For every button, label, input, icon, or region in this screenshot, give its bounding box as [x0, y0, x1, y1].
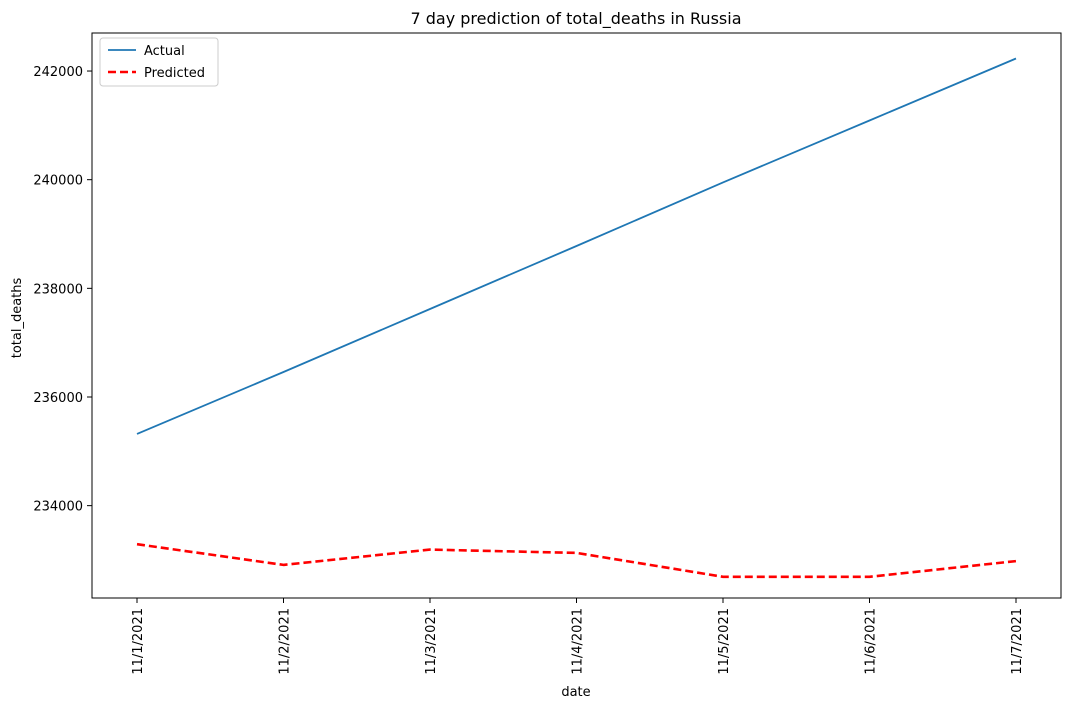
y-tick-label: 238000 — [33, 282, 83, 297]
x-tick-label: 11/4/2021 — [571, 608, 586, 675]
x-axis-label: date — [561, 685, 590, 700]
legend-label-predicted: Predicted — [144, 66, 205, 81]
y-tick-label: 234000 — [33, 500, 83, 515]
plot-area — [137, 59, 1016, 577]
y-tick-label: 242000 — [33, 65, 83, 80]
x-tick-label: 11/7/2021 — [1010, 608, 1025, 675]
x-tick-label: 11/6/2021 — [864, 608, 879, 675]
y-axis-label: total_deaths — [10, 278, 25, 359]
legend: Actual Predicted — [100, 38, 218, 86]
x-tick-label: 11/1/2021 — [131, 608, 146, 675]
y-tick-label: 236000 — [33, 391, 83, 406]
plot-frame — [92, 33, 1061, 598]
legend-label-actual: Actual — [144, 44, 185, 59]
series-line-predicted — [137, 544, 1016, 577]
x-tick-label: 11/2/2021 — [278, 608, 293, 675]
series-line-actual — [137, 59, 1016, 434]
x-tick-label: 11/5/2021 — [717, 608, 732, 675]
y-tick-label: 240000 — [33, 174, 83, 189]
chart-title: 7 day prediction of total_deaths in Russ… — [410, 9, 741, 29]
x-axis: 11/1/2021 11/2/2021 11/3/2021 11/4/2021 11/5… — [131, 598, 1025, 675]
x-tick-label: 11/3/2021 — [424, 608, 439, 675]
y-axis: 234000 236000 238000 240000 242000 — [33, 65, 92, 515]
